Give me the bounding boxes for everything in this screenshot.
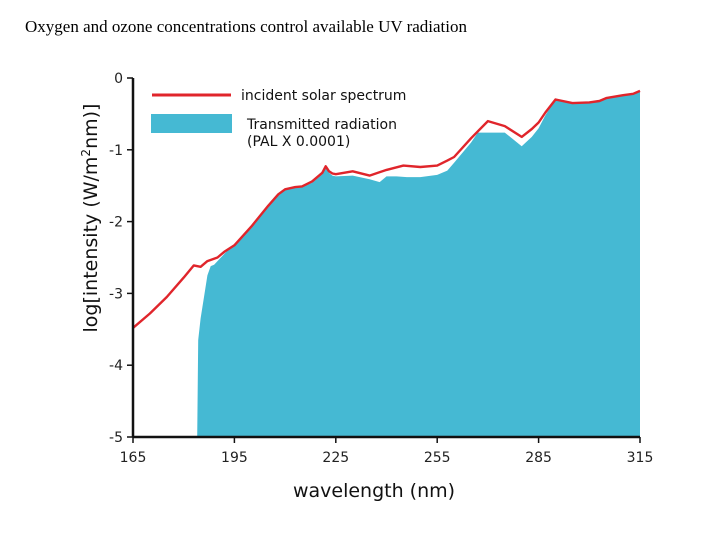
y-axis-label: log[intensity (W/m2nm)] bbox=[79, 104, 102, 333]
x-tick-label: 165 bbox=[120, 450, 147, 466]
y-tick-label: -5 bbox=[109, 430, 123, 446]
y-axis-label-superscript: 2 bbox=[79, 149, 93, 157]
transmitted-area bbox=[197, 90, 640, 438]
y-tick-label: -1 bbox=[109, 143, 123, 159]
legend-line-label: incident solar spectrum bbox=[241, 88, 406, 104]
x-axis-label: wavelength (nm) bbox=[293, 480, 455, 502]
y-tick-label: -3 bbox=[109, 286, 123, 302]
legend-area-label-line2: (PAL X 0.0001) bbox=[247, 134, 350, 150]
page-title: Oxygen and ozone concentrations control … bbox=[25, 17, 468, 36]
y-axis-label-suffix: nm)] bbox=[80, 104, 102, 149]
x-tick-label: 225 bbox=[322, 450, 349, 466]
legend-area-swatch bbox=[151, 114, 232, 133]
x-tick-label: 315 bbox=[627, 450, 654, 466]
x-tick-label: 285 bbox=[525, 450, 552, 466]
legend-area-label-line1: Transmitted radiation bbox=[246, 117, 397, 133]
y-tick-label: -4 bbox=[109, 358, 123, 374]
x-tick-label: 255 bbox=[424, 450, 451, 466]
incident-spectrum-line bbox=[132, 89, 641, 329]
y-axis-label-prefix: log[intensity (W/m bbox=[80, 157, 102, 333]
y-tick-label: 0 bbox=[114, 71, 123, 87]
y-tick-label: -2 bbox=[109, 215, 123, 231]
x-tick-label: 195 bbox=[221, 450, 248, 466]
